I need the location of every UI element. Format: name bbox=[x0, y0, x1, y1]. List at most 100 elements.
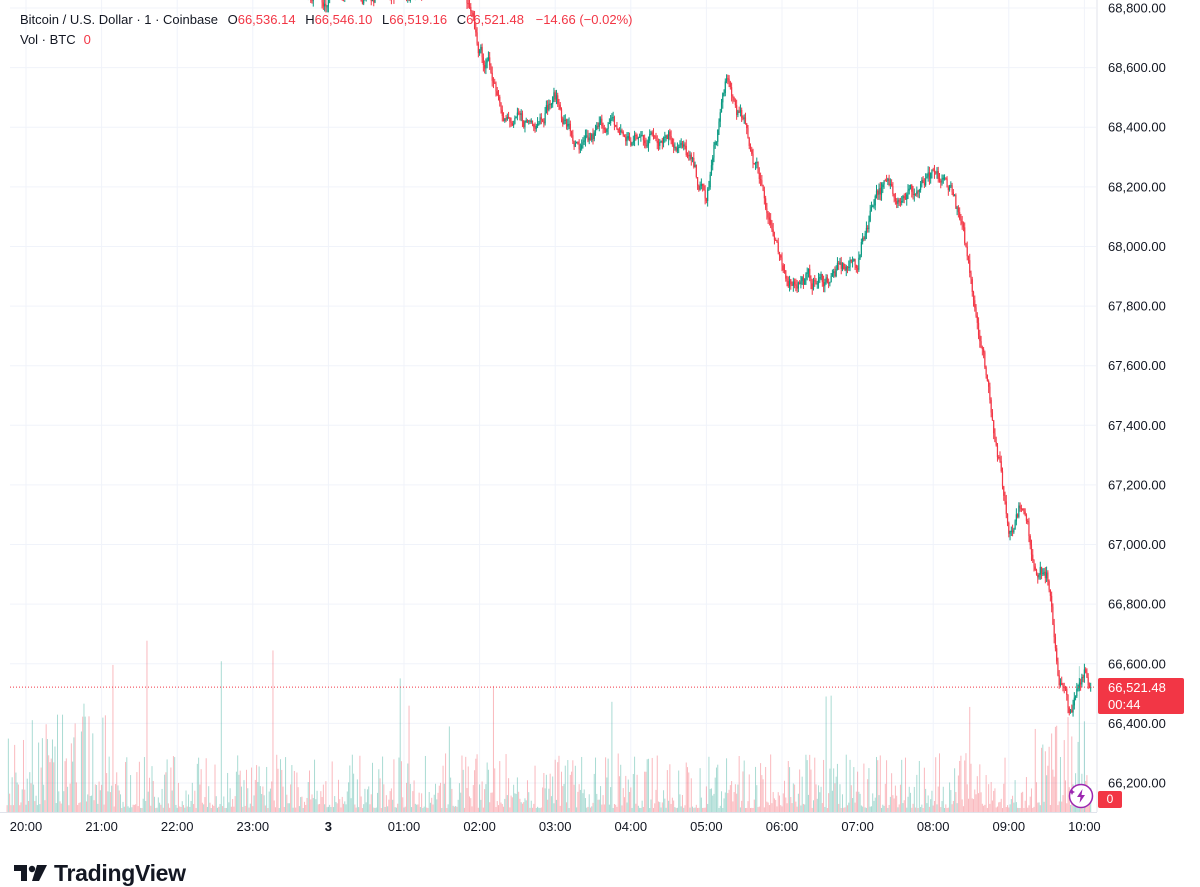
candle bbox=[723, 89, 724, 96]
volume-bar bbox=[581, 757, 582, 812]
volume-bar bbox=[575, 766, 576, 812]
tradingview-logo-icon bbox=[14, 863, 48, 883]
volume-bar bbox=[233, 807, 234, 812]
x-tick-label: 03:00 bbox=[539, 819, 572, 834]
volume-bar bbox=[1041, 748, 1042, 812]
volume-bar bbox=[82, 717, 83, 812]
volume-label[interactable]: Vol · BTC bbox=[20, 32, 76, 47]
candle bbox=[1065, 686, 1066, 691]
volume-bar bbox=[217, 808, 218, 812]
candle bbox=[595, 125, 596, 136]
volume-bar bbox=[329, 805, 330, 812]
candle bbox=[906, 192, 907, 205]
volume-bar bbox=[687, 767, 688, 812]
volume-bar bbox=[100, 790, 101, 812]
candle bbox=[686, 140, 687, 157]
candle bbox=[373, 0, 374, 6]
volume-bar bbox=[552, 776, 553, 812]
candle bbox=[846, 265, 847, 276]
candle bbox=[310, 0, 311, 3]
volume-bar bbox=[1032, 808, 1033, 812]
volume-bar bbox=[49, 762, 50, 812]
volume-bar bbox=[978, 793, 979, 812]
volume-bar bbox=[293, 808, 294, 812]
volume-bar bbox=[697, 808, 698, 812]
volume-bar bbox=[131, 807, 132, 812]
candle bbox=[545, 107, 546, 125]
candle bbox=[483, 53, 484, 71]
volume-bar bbox=[7, 805, 8, 812]
brand-name: TradingView bbox=[54, 860, 186, 887]
volume-bar bbox=[949, 782, 950, 812]
candle bbox=[509, 117, 510, 127]
volume-bar bbox=[305, 805, 306, 812]
volume-bar bbox=[473, 785, 474, 812]
volume-bar bbox=[615, 805, 616, 812]
lightning-icon[interactable] bbox=[1068, 783, 1094, 809]
candle bbox=[652, 130, 653, 136]
volume-bar bbox=[402, 797, 403, 812]
volume-bar bbox=[140, 808, 141, 812]
candle bbox=[858, 251, 859, 271]
volume-bar bbox=[877, 760, 878, 812]
candle bbox=[747, 125, 748, 139]
candle bbox=[838, 261, 839, 270]
candle bbox=[574, 141, 575, 150]
candle bbox=[914, 188, 915, 201]
x-tick-label: 10:00 bbox=[1068, 819, 1101, 834]
candle bbox=[741, 108, 742, 122]
volume-bar bbox=[870, 807, 871, 812]
candle bbox=[960, 214, 961, 225]
volume-bar bbox=[279, 808, 280, 812]
volume-bar bbox=[586, 808, 587, 812]
candle bbox=[822, 274, 823, 287]
volume-bar bbox=[837, 764, 838, 812]
volume-bar bbox=[34, 801, 35, 812]
volume-bar bbox=[392, 800, 393, 812]
volume-bar bbox=[863, 764, 864, 812]
volume-bar bbox=[850, 760, 851, 812]
volume-bar bbox=[1040, 805, 1041, 812]
volume-bar bbox=[315, 799, 316, 812]
volume-bar bbox=[367, 789, 368, 812]
volume-bar bbox=[76, 782, 77, 812]
volume-bar bbox=[283, 787, 284, 812]
candle bbox=[756, 158, 757, 169]
candle bbox=[844, 264, 845, 271]
volume-bar bbox=[760, 763, 761, 812]
tradingview-logo[interactable]: TradingView bbox=[14, 860, 186, 886]
symbol-title[interactable]: Bitcoin / U.S. Dollar · 1 · Coinbase bbox=[20, 12, 218, 27]
volume-bar bbox=[213, 806, 214, 812]
volume-bar bbox=[430, 803, 431, 812]
volume-bar bbox=[831, 696, 832, 812]
volume-bar bbox=[599, 800, 600, 812]
candle bbox=[967, 242, 968, 261]
volume-bar bbox=[803, 804, 804, 812]
volume-bar bbox=[1046, 775, 1047, 812]
volume-bar bbox=[816, 784, 817, 812]
candle bbox=[567, 119, 568, 130]
candle bbox=[1018, 502, 1019, 518]
candle bbox=[980, 336, 981, 348]
candle bbox=[482, 44, 483, 63]
volume-bar bbox=[934, 801, 935, 812]
candle bbox=[514, 115, 515, 124]
candle bbox=[965, 243, 966, 248]
volume-bar bbox=[158, 797, 159, 812]
volume-bar bbox=[478, 808, 479, 812]
volume-bar bbox=[567, 760, 568, 812]
candle bbox=[849, 257, 850, 271]
volume-bar bbox=[209, 803, 210, 812]
candle bbox=[804, 278, 805, 285]
candle bbox=[498, 90, 499, 101]
volume-bar bbox=[508, 778, 509, 812]
volume-bar bbox=[574, 785, 575, 812]
candle bbox=[805, 272, 806, 285]
volume-bar bbox=[958, 775, 959, 812]
candle bbox=[672, 138, 673, 147]
candle bbox=[958, 205, 959, 217]
volume-bar bbox=[153, 781, 154, 812]
volume-bar bbox=[857, 772, 858, 812]
